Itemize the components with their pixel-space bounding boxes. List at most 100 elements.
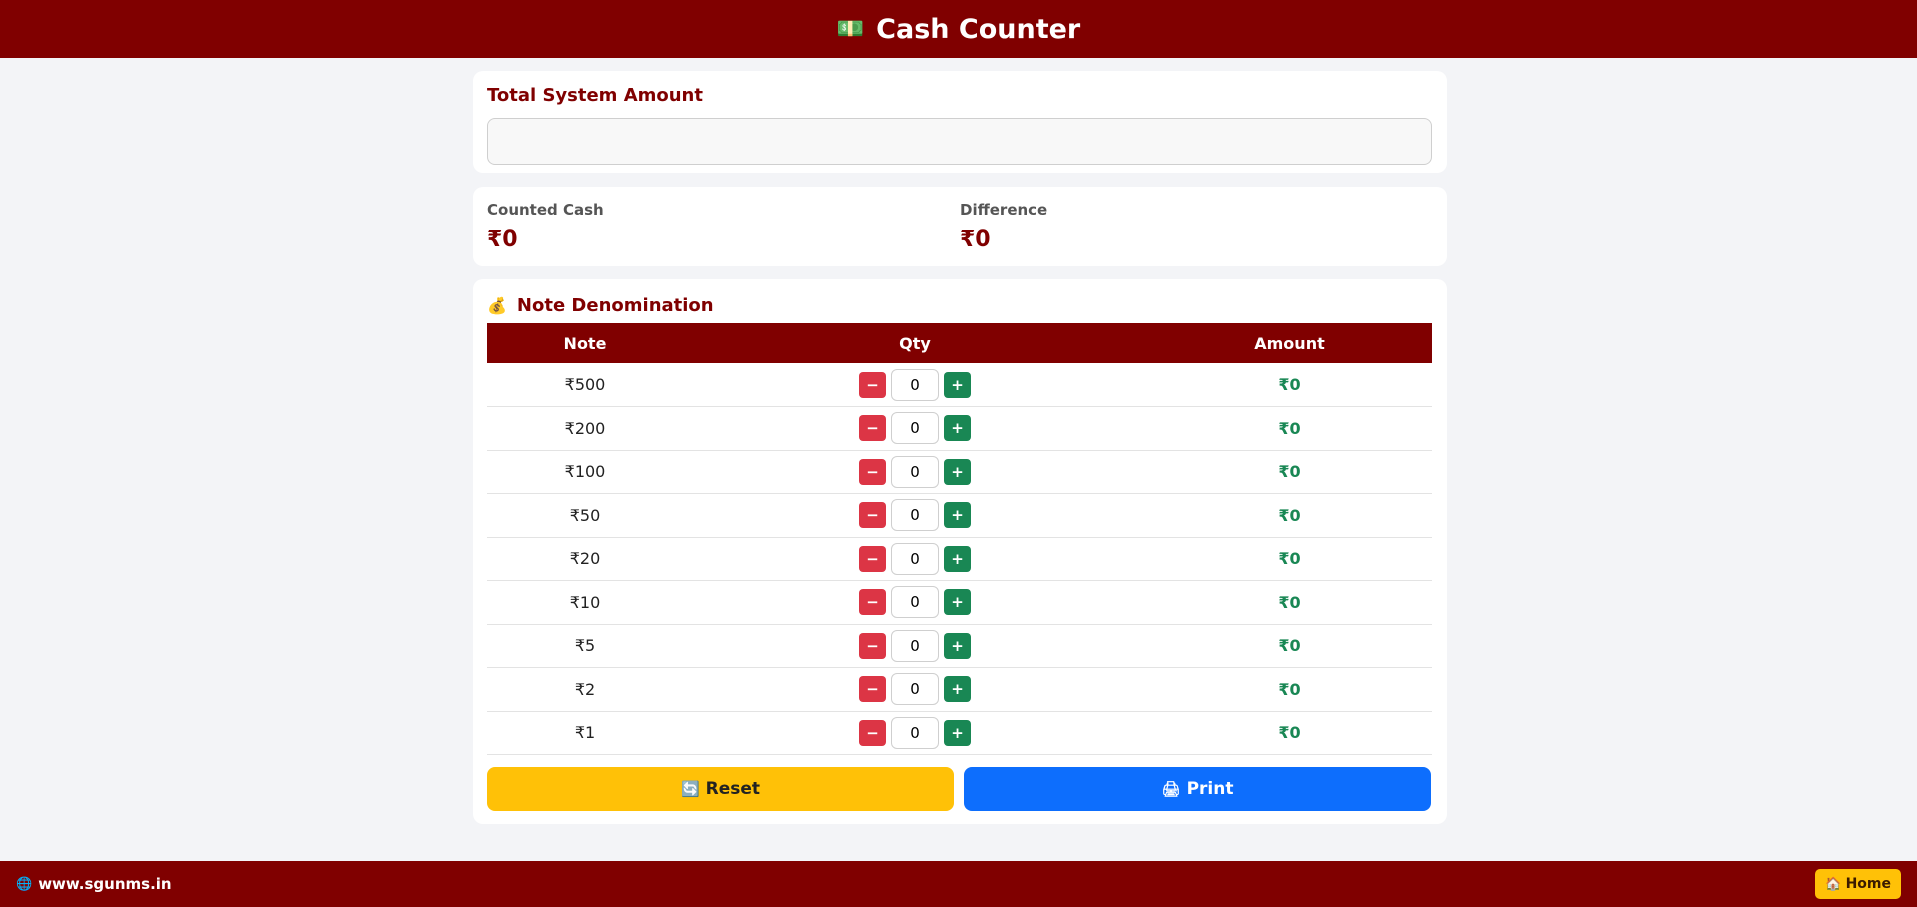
qty-stepper: −+	[859, 542, 971, 575]
qty-input[interactable]	[891, 368, 939, 401]
qty-cell: −+	[683, 494, 1147, 538]
decrement-button[interactable]: −	[859, 719, 886, 746]
app-header: 💵 Cash Counter	[0, 0, 1917, 58]
increment-button[interactable]: +	[944, 415, 971, 442]
increment-button[interactable]: +	[944, 589, 971, 616]
qty-stepper: −+	[859, 455, 971, 488]
note-value: ₹50	[569, 505, 601, 525]
note-value: ₹500	[564, 375, 606, 394]
table-row: ₹5−+₹0	[487, 624, 1432, 668]
increment-button[interactable]: +	[944, 632, 971, 659]
table-row: ₹10−+₹0	[487, 581, 1432, 625]
increment-button[interactable]: +	[944, 371, 971, 398]
home-button[interactable]: 🏠 Home	[1815, 869, 1901, 899]
table-row: ₹500−+₹0	[487, 363, 1432, 407]
difference-label: Difference	[960, 201, 1048, 219]
decrement-button[interactable]: −	[859, 415, 886, 442]
table-row: ₹200−+₹0	[487, 407, 1432, 451]
qty-cell: −+	[683, 537, 1147, 581]
decrement-button[interactable]: −	[859, 371, 886, 398]
increment-button[interactable]: +	[944, 502, 971, 529]
amount-value: ₹0	[1278, 723, 1301, 743]
increment-button[interactable]: +	[944, 676, 971, 703]
amount-value: ₹0	[1278, 592, 1301, 612]
increment-button[interactable]: +	[944, 719, 971, 746]
note-value: ₹5	[574, 636, 596, 656]
note-denomination-card: 💰 Note Denomination Note Qty Amount ₹500…	[473, 279, 1447, 824]
qty-cell: −+	[683, 363, 1147, 407]
qty-stepper: −+	[859, 412, 971, 445]
printer-icon: 🖨	[1161, 780, 1181, 798]
note-value: ₹10	[569, 592, 601, 612]
table-row: ₹2−+₹0	[487, 668, 1432, 711]
money-icon: 💵	[836, 16, 865, 42]
reset-label: Reset	[705, 779, 761, 799]
note-value: ₹100	[564, 462, 606, 482]
system-amount-label: Total System Amount	[487, 85, 703, 106]
decrement-button[interactable]: −	[859, 676, 886, 703]
column-header-amount: Amount	[1147, 323, 1432, 363]
print-button[interactable]: 🖨 Print	[964, 767, 1431, 811]
qty-cell: −+	[683, 450, 1147, 494]
app-footer: 🌐 www.sgunms.in 🏠 Home	[0, 861, 1917, 907]
note-value: ₹2	[574, 679, 596, 699]
note-value: ₹20	[569, 549, 601, 569]
table-row: ₹1−+₹0	[487, 711, 1432, 755]
decrement-button[interactable]: −	[859, 458, 886, 485]
column-header-note: Note	[487, 323, 683, 363]
amount-value: ₹0	[1278, 636, 1301, 656]
qty-input[interactable]	[891, 542, 939, 575]
site-link[interactable]: 🌐 www.sgunms.in	[16, 875, 172, 893]
action-buttons: 🔄 Reset 🖨 Print	[487, 767, 1433, 811]
refresh-icon: 🔄	[680, 780, 700, 798]
amount-value: ₹0	[1278, 462, 1301, 482]
home-icon: 🏠	[1825, 876, 1842, 892]
denomination-table: Note Qty Amount ₹500−+₹0₹200−+₹0₹100−+₹0…	[487, 323, 1432, 755]
qty-stepper: −+	[859, 586, 971, 619]
counted-cash-label: Counted Cash	[487, 201, 604, 219]
amount-value: ₹0	[1278, 549, 1301, 569]
print-label: Print	[1186, 779, 1234, 799]
qty-input[interactable]	[891, 499, 939, 532]
qty-input[interactable]	[891, 629, 939, 662]
site-label: www.sgunms.in	[38, 875, 172, 893]
decrement-button[interactable]: −	[859, 545, 886, 572]
table-row: ₹50−+₹0	[487, 494, 1432, 538]
note-denomination-title: Note Denomination	[516, 294, 714, 316]
difference-section: Difference ₹0	[960, 197, 1433, 256]
decrement-button[interactable]: −	[859, 502, 886, 529]
counted-cash-value: ₹0	[487, 227, 518, 252]
globe-icon: 🌐	[16, 876, 33, 892]
home-label: Home	[1845, 876, 1891, 892]
table-row: ₹100−+₹0	[487, 450, 1432, 494]
decrement-button[interactable]: −	[859, 589, 886, 616]
qty-cell: −+	[683, 407, 1147, 451]
qty-input[interactable]	[891, 586, 939, 619]
qty-stepper: −+	[859, 629, 971, 662]
qty-input[interactable]	[891, 412, 939, 445]
qty-cell: −+	[683, 581, 1147, 625]
qty-stepper: −+	[859, 673, 971, 706]
summary-card: Counted Cash ₹0 Difference ₹0	[473, 187, 1447, 266]
qty-input[interactable]	[891, 673, 939, 706]
denomination-rows: ₹500−+₹0₹200−+₹0₹100−+₹0₹50−+₹0₹20−+₹0₹1…	[487, 363, 1432, 755]
note-denomination-heading: 💰 Note Denomination	[487, 293, 1433, 317]
increment-button[interactable]: +	[944, 545, 971, 572]
note-value: ₹200	[564, 418, 606, 438]
increment-button[interactable]: +	[944, 458, 971, 485]
qty-cell: −+	[683, 711, 1147, 755]
decrement-button[interactable]: −	[859, 632, 886, 659]
qty-input[interactable]	[891, 455, 939, 488]
qty-stepper: −+	[859, 499, 971, 532]
reset-button[interactable]: 🔄 Reset	[487, 767, 954, 811]
table-row: ₹20−+₹0	[487, 537, 1432, 581]
amount-value: ₹0	[1278, 505, 1301, 525]
difference-value: ₹0	[960, 227, 991, 252]
amount-value: ₹0	[1278, 418, 1301, 438]
column-header-qty: Qty	[683, 323, 1147, 363]
money-bag-icon: 💰	[487, 295, 507, 315]
qty-stepper: −+	[859, 716, 971, 749]
system-amount-input[interactable]	[487, 118, 1432, 165]
system-amount-card: Total System Amount	[473, 71, 1447, 173]
qty-input[interactable]	[891, 716, 939, 749]
